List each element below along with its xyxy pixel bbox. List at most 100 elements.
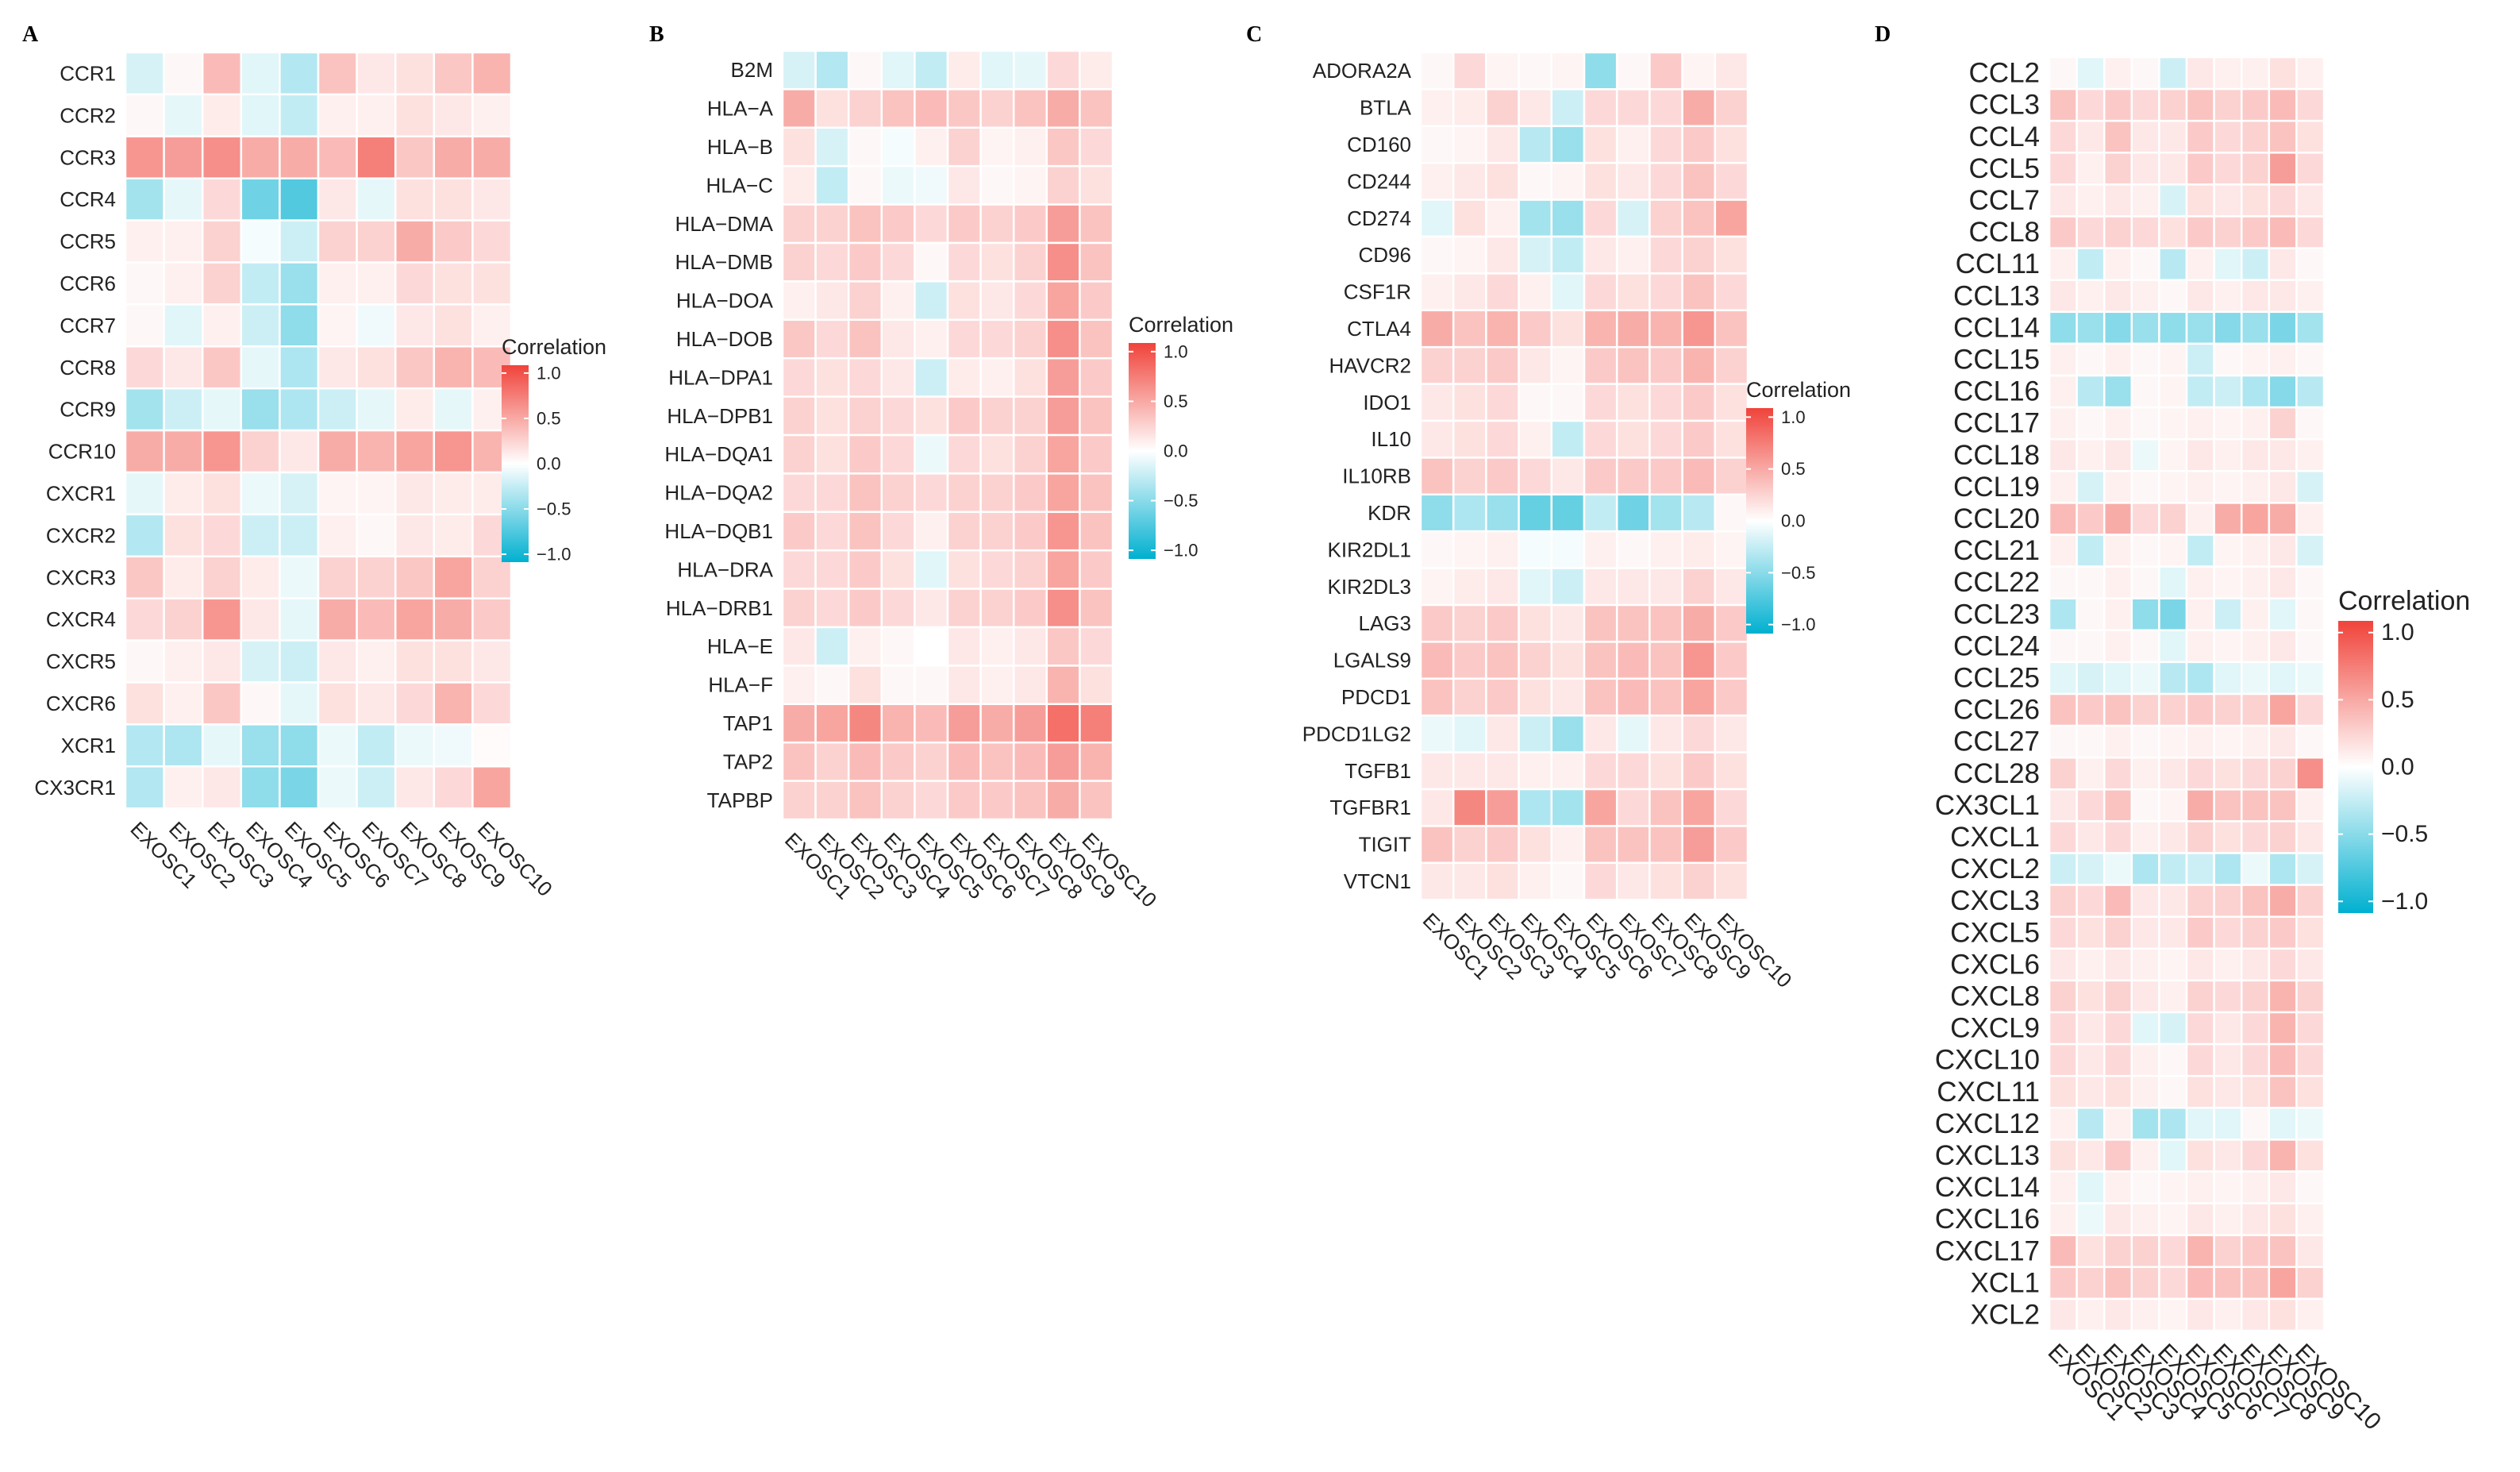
panel-b-cell [1079,434,1114,475]
panel-a-row-label: CXCR2 [46,523,116,547]
panel-c-cell [1419,493,1455,533]
panel-d-cell [2076,692,2106,727]
panel-b-cell [1045,741,1081,782]
panel-d-cell [2158,342,2188,377]
panel-b-cell [946,588,982,629]
panel-c-cell [1485,309,1520,349]
panel-b-cell [979,241,1015,283]
panel-c-cell [1714,272,1749,312]
panel-d-cell [2295,724,2326,759]
panel-d-cell [2185,87,2215,122]
panel-c-cell [1550,345,1586,385]
panel-c-cell [1649,345,1683,385]
panel-a-cell [394,387,436,432]
panel-a-cell [471,723,513,768]
panel-d-cell [2130,1011,2160,1046]
panel-d-cell [2240,947,2271,982]
panel-c-cell [1419,530,1455,569]
panel-d-cell [2158,1074,2188,1109]
panel-d-cell [2295,947,2326,982]
panel-a-cell [279,93,320,138]
panel-b-legend-title: Correlation [1129,313,1233,337]
panel-a-cell [356,555,397,599]
panel-c-row-label: CD160 [1347,133,1411,156]
panel-c-cell [1452,861,1487,901]
panel-b-cell [880,703,916,744]
panel-b-cell [1045,665,1081,706]
panel-d-cell [2295,119,2326,154]
panel-d-row-label: CXCL14 [1935,1172,2040,1203]
panel-c-cell [1649,530,1683,569]
panel-b-cell [946,356,982,398]
panel-d-cell [2240,342,2271,377]
panel-b-cell [979,511,1015,552]
panel-d-cell [2048,597,2078,632]
panel-d-cell [2240,788,2271,823]
panel-d-cell [2185,406,2215,441]
panel-b-cell [1079,126,1114,168]
panel-d-cell [2213,1107,2243,1141]
panel-d-cell [2240,1011,2271,1046]
panel-d-cell [2240,884,2271,918]
panel-c-cell [1649,603,1683,643]
panel-d-cell [2213,1170,2243,1204]
panel-a-cell [201,681,243,726]
panel-c-cell [1485,861,1520,901]
panel-d-cell [2076,597,2106,632]
panel-c-cell [1583,309,1618,349]
panel-b-cell [880,164,916,206]
panel-a-row-label: CCR4 [60,187,116,211]
panel-d-cell [2076,1234,2106,1269]
panel-d-cell [2158,629,2188,664]
panel-d-cell [2130,406,2160,441]
panel-c-row-label: IDO1 [1363,391,1411,414]
panel-d-cell [2295,152,2326,186]
panel-d-cell [2295,1234,2326,1269]
panel-d-cell [2295,692,2326,727]
panel-d-cell [2158,756,2188,791]
panel-a-cell [317,513,358,558]
panel-c-row-label: KIR2DL3 [1328,575,1412,599]
panel-d-cell [2213,788,2243,823]
panel-d-cell [2295,502,2326,536]
panel-d-cell [2103,1170,2133,1204]
panel-d-cell [2158,1202,2188,1236]
panel-d-row-label: CX3CL1 [1935,790,2040,821]
panel-d-cell [2268,1170,2298,1204]
panel-d-cell [2185,279,2215,314]
panel-d-cell [2158,374,2188,409]
panel-d-cell [2295,310,2326,345]
panel-d-cell [2103,1042,2133,1077]
panel-d-cell [2103,279,2133,314]
panel-d-cell [2158,1107,2188,1141]
panel-c-cell [1681,88,1717,128]
panel-c-row-label: PDCD1 [1341,685,1411,709]
panel-b-cell [914,434,949,475]
panel-d-cell [2295,1107,2326,1141]
panel-c-cell [1681,161,1717,201]
panel-b-cell [914,626,949,667]
panel-d-row-label: CCL2 [1969,58,2040,89]
panel-a-cell [433,723,474,768]
panel-a-cell [394,177,436,222]
panel-b-legend-tick: −1.0 [1164,541,1198,561]
panel-b-cell [1012,434,1048,475]
panel-d-cell [2295,1297,2326,1332]
panel-d-row-label: CCL27 [1953,726,2040,757]
panel-a-cell [356,513,397,558]
panel-d-cell [2103,692,2133,727]
panel-b-cell [914,472,949,514]
panel-c-cell [1485,825,1520,865]
panel-b-cell [914,549,949,590]
panel-c-cell [1452,125,1487,164]
panel-b-cell [914,49,949,91]
panel-a-cell [240,345,281,390]
panel-b-cell [914,318,949,360]
panel-c-cell [1649,714,1683,753]
panel-c-cell [1419,309,1455,349]
panel-c-cell [1550,603,1586,643]
panel-b-cell [847,703,883,744]
panel-d-cell [2076,87,2106,122]
panel-c-cell [1681,714,1717,753]
panel-c-cell [1485,125,1520,164]
